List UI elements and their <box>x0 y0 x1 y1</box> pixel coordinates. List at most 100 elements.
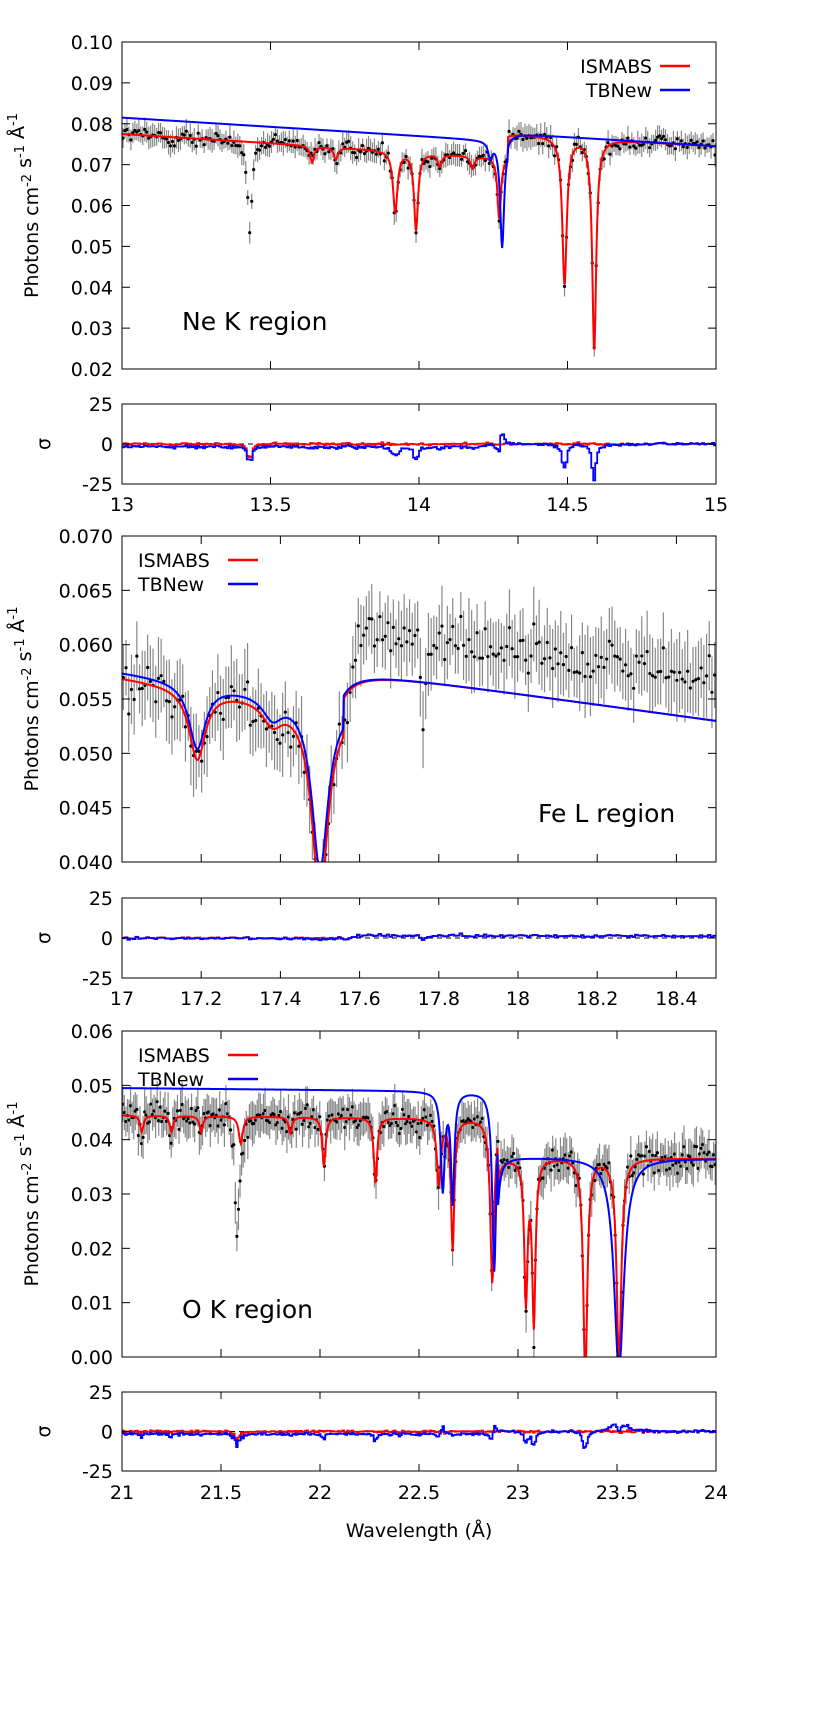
x-tick-label: 17.8 <box>418 988 460 1010</box>
data-point <box>146 665 150 670</box>
legend-label-ismabs: ISMABS <box>580 56 652 78</box>
data-point <box>408 1121 413 1125</box>
data-point <box>277 1113 281 1118</box>
data-point <box>129 687 134 692</box>
data-point <box>207 1110 211 1114</box>
data-point <box>421 1116 425 1120</box>
data-point <box>399 644 404 648</box>
data-point <box>274 1123 278 1127</box>
data-point <box>286 730 290 735</box>
data-point <box>537 141 541 146</box>
data-point <box>275 139 280 143</box>
data-point <box>657 134 662 138</box>
data-point <box>688 1155 692 1159</box>
data-point <box>291 734 296 738</box>
data-point <box>632 1171 636 1175</box>
data-point <box>244 170 248 174</box>
data-point <box>168 1134 172 1138</box>
data-point <box>694 1145 699 1149</box>
data-point <box>461 151 466 156</box>
data-point <box>261 1112 266 1116</box>
data-point <box>159 674 163 678</box>
data-point <box>689 138 693 142</box>
data-point <box>280 1126 284 1130</box>
data-point <box>405 1120 409 1124</box>
y-axis-label: Photons cm-2 s-1 Å-1 <box>6 606 43 791</box>
data-point <box>335 1120 339 1124</box>
data-point <box>286 1115 291 1119</box>
data-point <box>502 1158 506 1162</box>
data-point <box>464 654 468 658</box>
data-point <box>547 144 551 148</box>
data-point <box>510 647 514 651</box>
data-point <box>175 1109 180 1113</box>
data-point <box>279 1110 283 1114</box>
data-point <box>224 1102 228 1106</box>
data-point <box>135 1107 139 1112</box>
ylabel-mid: s <box>14 651 36 667</box>
data-point <box>374 152 379 156</box>
x-tick-label: 17.6 <box>338 988 380 1010</box>
data-point <box>157 1119 161 1123</box>
model-curve-tbnew <box>122 1087 716 1357</box>
data-point <box>208 1124 212 1128</box>
data-point <box>190 140 194 144</box>
y-tick-label: 0.01 <box>71 1293 113 1315</box>
data-point <box>302 1118 306 1123</box>
y-tick-label: 0.05 <box>71 236 113 258</box>
x-tick-label: 17.4 <box>259 988 301 1010</box>
data-point <box>699 1146 703 1150</box>
y-tick-label: 0.02 <box>71 1238 113 1260</box>
residual-y-tick-label: 25 <box>89 394 113 416</box>
data-point <box>421 728 425 732</box>
data-point <box>551 666 555 671</box>
residual-y-label: σ <box>33 1425 55 1437</box>
data-point <box>319 911 322 914</box>
ylabel-sup1: -2 <box>20 667 35 680</box>
data-point <box>132 697 136 702</box>
data-point <box>229 1128 233 1132</box>
data-point <box>624 142 628 146</box>
data-point <box>196 1106 200 1110</box>
data-point <box>127 1118 131 1122</box>
data-point <box>400 1107 405 1111</box>
data-point <box>143 127 147 132</box>
x-tick-label: 17 <box>110 988 134 1010</box>
data-point <box>471 1125 475 1129</box>
data-point <box>502 658 506 662</box>
data-point <box>189 1106 194 1111</box>
data-point <box>647 1149 652 1153</box>
x-tick-label: 13.5 <box>249 494 291 516</box>
data-point <box>268 1120 272 1125</box>
data-point <box>238 144 242 148</box>
data-point <box>356 624 360 628</box>
data-point <box>655 1151 659 1155</box>
data-point <box>177 1127 181 1132</box>
data-point <box>254 718 258 723</box>
data-point <box>691 679 695 683</box>
data-point <box>317 140 321 145</box>
data-point <box>476 1115 480 1119</box>
data-point <box>155 1100 159 1104</box>
data-point <box>634 146 638 150</box>
data-point <box>340 1114 344 1118</box>
data-point <box>556 662 560 666</box>
data-point <box>391 625 395 629</box>
data-point <box>626 674 630 678</box>
data-point <box>513 1168 517 1173</box>
data-point <box>695 140 699 144</box>
ylabel-mid: s <box>14 1146 36 1162</box>
data-point <box>137 128 141 133</box>
data-point <box>710 1165 714 1169</box>
data-point <box>419 1121 423 1125</box>
data-point <box>325 1118 330 1122</box>
y-tick-label: 0.045 <box>59 798 113 820</box>
residual-y-label: σ <box>33 932 55 944</box>
data-point <box>629 672 633 676</box>
data-point <box>494 654 498 658</box>
data-point <box>607 1161 611 1165</box>
data-point <box>443 657 447 662</box>
data-point <box>307 1125 311 1129</box>
data-point <box>630 1174 634 1178</box>
data-point <box>124 666 128 670</box>
